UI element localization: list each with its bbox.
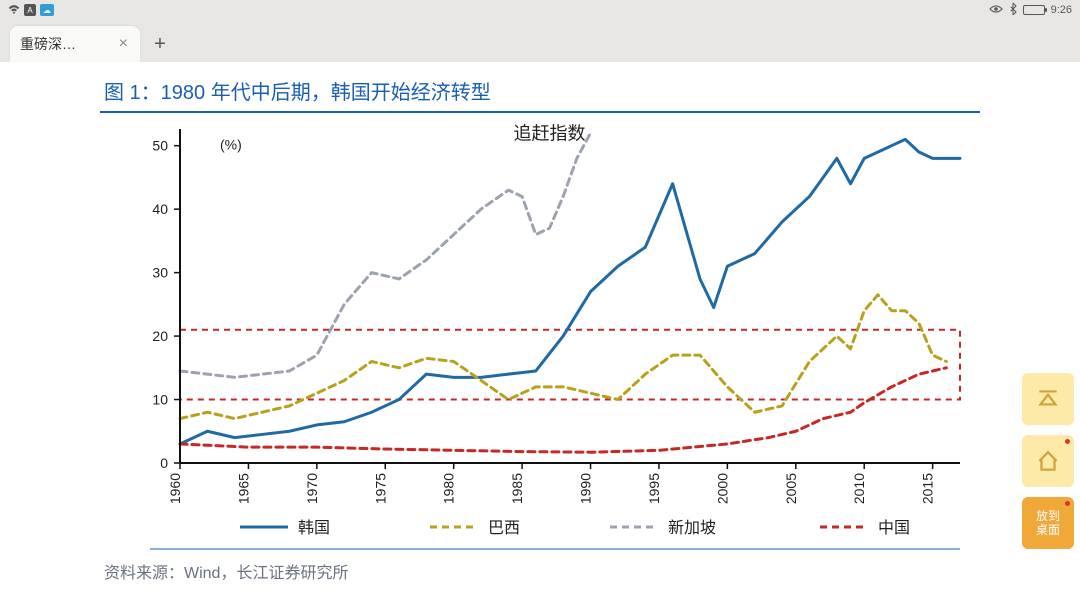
notification-dot-icon xyxy=(1065,501,1070,506)
chart-box: 0 10 20 30 40 50 (%) 1960 1965 1970 1975 1980 1985 19… xyxy=(100,113,980,553)
scroll-top-button[interactable] xyxy=(1022,373,1074,425)
tab-bar: 重磅深… × + xyxy=(0,20,1080,62)
figure-source: 资料来源：Wind，长江证券研究所 xyxy=(100,553,980,583)
desk-line1: 放到 xyxy=(1036,509,1060,523)
home-button[interactable] xyxy=(1022,435,1074,487)
svg-text:1975: 1975 xyxy=(372,473,388,504)
new-tab-button[interactable]: + xyxy=(140,26,180,62)
notification-dot-icon xyxy=(1065,439,1070,444)
status-left: A ☁ xyxy=(8,4,54,16)
svg-text:巴西: 巴西 xyxy=(488,520,520,537)
svg-text:50: 50 xyxy=(152,138,168,154)
svg-text:新加坡: 新加坡 xyxy=(668,519,716,537)
desk-line2: 桌面 xyxy=(1036,523,1060,537)
svg-text:0: 0 xyxy=(160,455,168,471)
app-indicator-b-icon: ☁ xyxy=(40,4,54,16)
svg-text:1985: 1985 xyxy=(509,473,525,504)
svg-text:10: 10 xyxy=(152,392,168,408)
svg-text:1995: 1995 xyxy=(646,473,662,504)
svg-text:1980: 1980 xyxy=(441,473,457,504)
svg-text:1990: 1990 xyxy=(578,473,594,504)
close-icon[interactable]: × xyxy=(117,35,130,53)
arrow-top-icon xyxy=(1035,386,1061,412)
tab-title: 重磅深… xyxy=(20,34,117,54)
bluetooth-icon xyxy=(1009,3,1017,18)
svg-text:2005: 2005 xyxy=(783,473,799,504)
svg-text:韩国: 韩国 xyxy=(298,519,330,537)
wifi-icon xyxy=(8,4,20,16)
side-buttons: 放到 桌面 xyxy=(1022,373,1074,549)
figure: 图 1：1980 年代中后期，韩国开始经济转型 0 10 20 30 40 50 (%) 19… xyxy=(100,72,980,589)
svg-text:2010: 2010 xyxy=(851,473,867,504)
svg-text:1960: 1960 xyxy=(167,473,183,504)
svg-text:1970: 1970 xyxy=(304,473,320,504)
content-area: 图 1：1980 年代中后期，韩国开始经济转型 0 10 20 30 40 50 (%) 19… xyxy=(0,62,1080,589)
svg-text:1965: 1965 xyxy=(235,473,251,504)
svg-text:30: 30 xyxy=(152,265,168,281)
browser-tab-active[interactable]: 重磅深… × xyxy=(10,26,140,62)
clock-text: 9:26 xyxy=(1051,4,1072,16)
svg-text:追赶指数: 追赶指数 xyxy=(513,123,585,143)
add-to-desktop-button[interactable]: 放到 桌面 xyxy=(1022,497,1074,549)
chart-svg: 0 10 20 30 40 50 (%) 1960 1965 1970 1975 1980 1985 19… xyxy=(100,113,980,553)
svg-text:20: 20 xyxy=(152,328,168,344)
svg-text:中国: 中国 xyxy=(878,519,910,537)
eye-care-icon xyxy=(989,4,1003,17)
figure-title: 图 1：1980 年代中后期，韩国开始经济转型 xyxy=(100,72,980,113)
svg-text:2000: 2000 xyxy=(714,473,730,504)
status-bar: A ☁ 9:26 xyxy=(0,0,1080,20)
svg-text:40: 40 xyxy=(152,201,168,217)
svg-text:(%): (%) xyxy=(220,137,242,153)
status-right: 9:26 xyxy=(989,3,1072,18)
svg-text:2015: 2015 xyxy=(920,473,936,504)
battery-icon xyxy=(1023,5,1045,15)
app-indicator-a-icon: A xyxy=(24,4,36,16)
home-icon xyxy=(1035,448,1061,474)
